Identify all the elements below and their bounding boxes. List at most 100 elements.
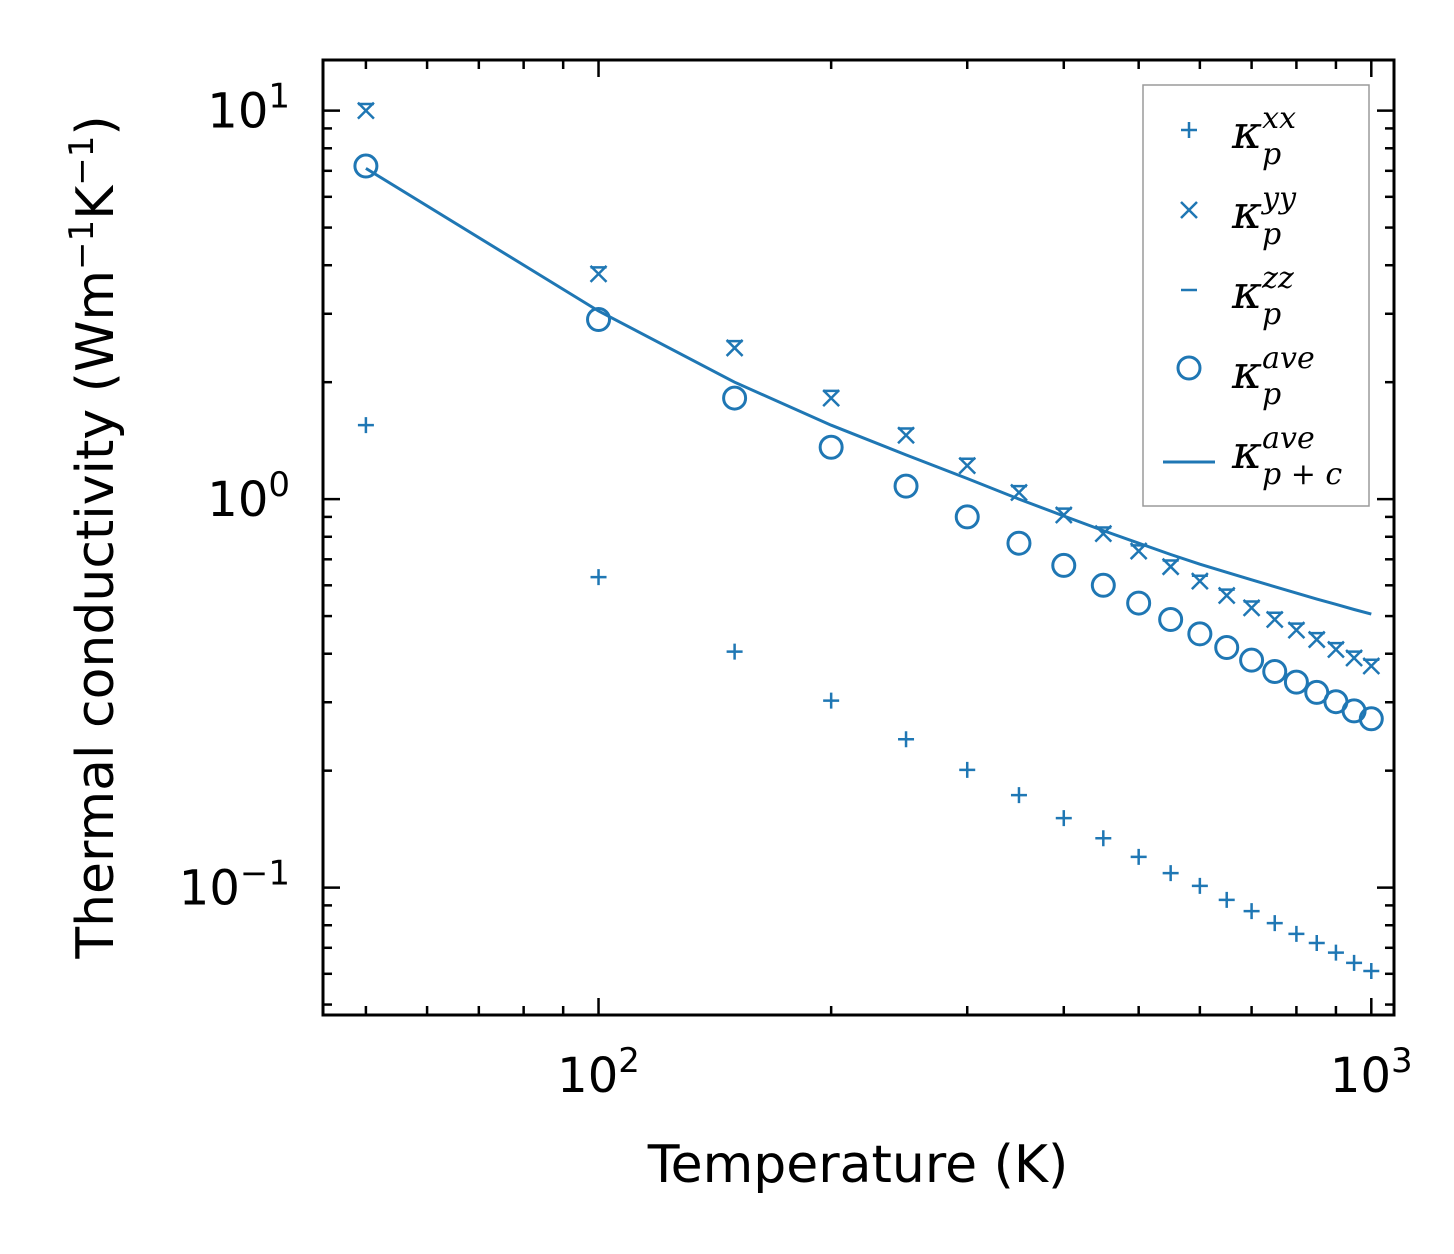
legend-superscript: ave	[1262, 421, 1315, 456]
data-point-kave	[1090, 572, 1116, 598]
data-point-kxx	[1288, 925, 1305, 942]
data-point-kave	[586, 306, 612, 332]
data-point-kave	[1283, 669, 1309, 695]
y-axis-title-exp-2: −1	[62, 136, 102, 186]
x-tick-exponent: 3	[1391, 1041, 1413, 1081]
data-point-kxx	[959, 761, 976, 778]
data-point-kxx	[1363, 963, 1380, 980]
series-kpc	[365, 167, 1372, 616]
data-point-kxx	[1327, 944, 1344, 961]
data-point-kxx	[1346, 954, 1363, 971]
data-point-kxx	[1130, 848, 1147, 865]
data-point-kyy	[1265, 610, 1284, 629]
y-tick-base: 10	[207, 472, 268, 528]
legend-label: κzz	[1231, 261, 1294, 319]
data-point-kxx	[1243, 903, 1260, 920]
data-point-kxx	[1218, 891, 1235, 908]
series-kxx	[357, 417, 1380, 980]
legend-marker	[1176, 355, 1202, 381]
data-point-kyy	[897, 426, 915, 445]
data-point-kave	[1239, 647, 1265, 673]
y-tick-exponent: 1	[268, 77, 290, 117]
major-ticks	[323, 60, 1394, 1015]
data-point-kxx	[726, 643, 743, 660]
data-point-kyy	[725, 339, 744, 357]
data-point-kave	[1006, 530, 1032, 556]
y-axis-title-part-2: K	[66, 184, 126, 220]
legend-symbol: κ	[1231, 105, 1262, 159]
data-point-kxx	[357, 417, 374, 434]
legend-label: κyy	[1231, 181, 1297, 239]
data-point-kave	[1158, 606, 1184, 632]
plot-frame	[321, 58, 1396, 1017]
legend-subscript: p	[1262, 297, 1281, 332]
data-point-kave	[818, 434, 844, 460]
x-tick-label: 103	[1330, 1041, 1413, 1104]
legend-symbol: κ	[1231, 265, 1262, 319]
y-tick-label: 101	[207, 77, 290, 140]
data-point-kave	[353, 153, 379, 179]
y-tick-base: 10	[207, 84, 268, 140]
data-point-kave	[722, 385, 748, 411]
legend-subscript: p	[1262, 377, 1281, 412]
x-tick-base: 10	[1330, 1048, 1391, 1104]
data-point-kxx	[1308, 935, 1325, 952]
series-kave	[353, 153, 1384, 732]
data-point-kxx	[590, 569, 607, 586]
x-axis-title: Temperature (K)	[647, 1135, 1069, 1195]
data-point-kave	[1126, 590, 1152, 616]
x-tick-base: 10	[557, 1048, 618, 1104]
x-tick-exponent: 2	[618, 1041, 640, 1081]
data-point-kyy	[822, 389, 841, 407]
x-tick-label: 102	[557, 1041, 640, 1104]
legend-label: κave	[1231, 341, 1315, 399]
series-kyy	[357, 101, 1381, 675]
data-point-kave	[893, 473, 919, 499]
legend-superscript: xx	[1262, 101, 1296, 136]
y-axis-title-exp-1: −1	[62, 220, 102, 270]
y-tick-exponent: 0	[268, 465, 290, 505]
data-point-kave	[1214, 635, 1240, 661]
y-axis-title-part-3: )	[66, 115, 126, 135]
legend-label: κxx	[1231, 101, 1296, 159]
legend-label: κave	[1231, 421, 1315, 479]
legend-symbol: κ	[1231, 185, 1262, 239]
legend-subscript: p + c	[1262, 457, 1342, 492]
legend-symbol: κ	[1231, 425, 1262, 479]
series-line-kpc	[365, 167, 1372, 616]
data-point-kxx	[1266, 915, 1283, 932]
data-point-kxx	[823, 692, 840, 709]
data-point-kxx	[1191, 877, 1208, 894]
y-tick-label: 100	[207, 465, 290, 528]
legend-subscript: p	[1262, 217, 1281, 252]
legend-symbol: κ	[1231, 345, 1262, 399]
y-axis-title: Thermal conductivity (Wm−1K−1)	[62, 115, 126, 959]
legend-superscript: yy	[1260, 181, 1297, 216]
data-point-kxx	[1055, 810, 1072, 827]
data-point-kave	[1187, 621, 1213, 647]
data-point-kxx	[898, 731, 915, 748]
legend-subscript: p	[1262, 137, 1281, 172]
legend-box	[1142, 84, 1370, 507]
y-axis-title-part-1: Thermal conductivity (Wm	[66, 270, 126, 960]
y-tick-base: 10	[179, 861, 240, 917]
data-point-kave	[1051, 552, 1077, 578]
data-point-kxx	[1162, 865, 1179, 882]
data-point-kave	[1358, 706, 1384, 732]
data-point-kyy	[357, 101, 375, 120]
data-point-kxx	[1095, 830, 1112, 847]
data-point-kave	[954, 504, 980, 530]
legend-marker	[1181, 122, 1197, 138]
data-point-kave	[1262, 658, 1288, 684]
legend-marker	[1180, 201, 1198, 219]
data-point-kyy	[958, 456, 977, 475]
